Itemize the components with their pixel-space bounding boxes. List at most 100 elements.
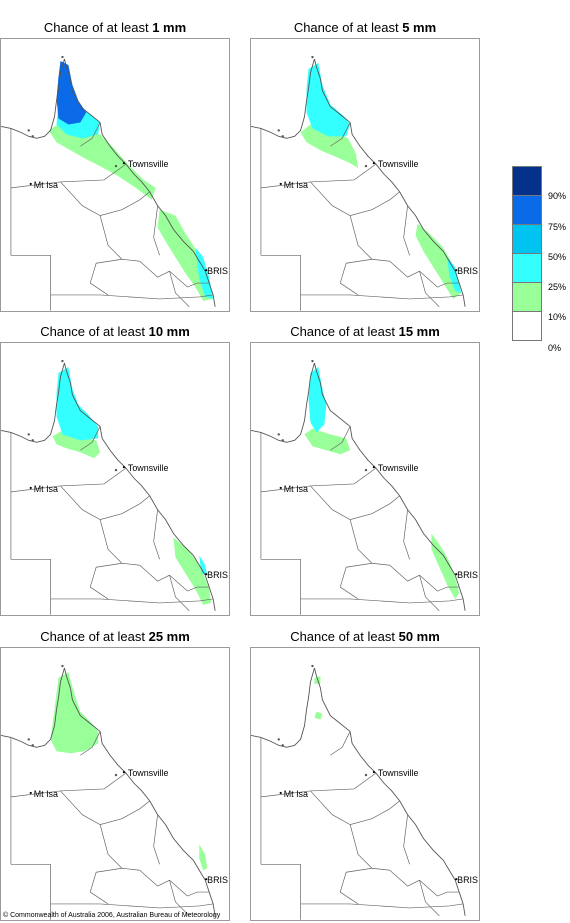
district-boundary bbox=[60, 485, 150, 521]
district-boundary bbox=[139, 869, 210, 897]
district-boundary bbox=[349, 519, 390, 566]
district-boundary bbox=[403, 509, 410, 560]
district-boundary bbox=[50, 903, 214, 909]
map-canvas: Townsville Mt Isa BRIS bbox=[1, 55, 228, 311]
rain-probability-region bbox=[447, 257, 462, 293]
district-boundary bbox=[139, 564, 210, 592]
island-marker bbox=[31, 744, 34, 747]
townsville-label: Townsville bbox=[128, 463, 169, 473]
district-boundary bbox=[99, 215, 140, 262]
district-boundary bbox=[60, 790, 150, 826]
district-boundary bbox=[80, 426, 101, 451]
townsville-label: Townsville bbox=[128, 159, 169, 169]
district-boundary bbox=[10, 467, 127, 493]
district-boundary bbox=[419, 575, 440, 612]
island-marker bbox=[31, 135, 34, 138]
island-marker bbox=[281, 439, 284, 442]
district-boundary bbox=[349, 215, 390, 262]
district-boundary bbox=[300, 598, 464, 604]
island-marker bbox=[281, 744, 284, 747]
legend-swatch-0-10 bbox=[512, 311, 542, 341]
legend-label-50: 50% bbox=[548, 252, 567, 262]
town-marker bbox=[29, 791, 32, 795]
mt-isa-label: Mt Isa bbox=[284, 789, 308, 799]
island-marker bbox=[27, 433, 30, 436]
map-15mm: Townsville Mt Isa BRIS bbox=[250, 342, 480, 616]
panel-title-25mm: Chance of at least 25 mm bbox=[40, 629, 190, 644]
town-marker bbox=[455, 573, 458, 576]
district-boundary bbox=[169, 271, 190, 308]
district-boundary bbox=[50, 294, 214, 300]
island-marker bbox=[114, 773, 118, 777]
district-boundary bbox=[80, 731, 101, 756]
brisbane-label: BRIS bbox=[207, 266, 228, 276]
coastline-east bbox=[64, 58, 216, 307]
map-50mm: Townsville Mt Isa BRIS bbox=[250, 647, 480, 921]
district-boundary bbox=[310, 790, 400, 826]
mt-isa-label: Mt Isa bbox=[34, 789, 58, 799]
district-boundary bbox=[310, 181, 400, 217]
district-boundary bbox=[419, 271, 440, 308]
coastline-east bbox=[64, 362, 216, 611]
district-boundary bbox=[99, 519, 140, 566]
map-canvas: Townsville Mt Isa BRIS bbox=[1, 664, 228, 920]
town-marker bbox=[29, 182, 32, 186]
district-boundary bbox=[153, 509, 160, 560]
panel-title-1mm: Chance of at least 1 mm bbox=[43, 20, 187, 35]
district-boundary bbox=[60, 181, 150, 217]
brisbane-label: BRIS bbox=[457, 570, 478, 580]
district-boundary bbox=[330, 122, 351, 147]
town-marker bbox=[205, 269, 208, 272]
legend-swatch-50-75 bbox=[512, 224, 542, 254]
district-boundary bbox=[50, 598, 214, 604]
town-marker bbox=[455, 878, 458, 881]
coastline-east bbox=[64, 667, 216, 916]
district-boundary bbox=[169, 880, 190, 917]
townsville-label: Townsville bbox=[378, 768, 419, 778]
district-boundary bbox=[10, 772, 127, 798]
brisbane-label: BRIS bbox=[457, 875, 478, 885]
legend-label-0: 0% bbox=[548, 343, 562, 353]
legend-label-25: 25% bbox=[548, 282, 567, 292]
legend: 90% 75% 50% 25% 10% 0% bbox=[512, 166, 566, 353]
rain-probability-region bbox=[306, 62, 351, 137]
district-boundary bbox=[260, 772, 377, 798]
district-boundary bbox=[403, 814, 410, 865]
map-1mm: Townsville Mt Isa BRIS bbox=[0, 38, 230, 312]
island-marker bbox=[61, 359, 64, 363]
map-canvas: Townsville Mt Isa BRIS bbox=[251, 55, 478, 311]
island-marker bbox=[114, 468, 118, 472]
district-boundary bbox=[10, 863, 51, 920]
rain-probability-region bbox=[56, 61, 87, 125]
rain-probability-region bbox=[195, 247, 214, 299]
district-boundary bbox=[89, 562, 122, 600]
town-marker bbox=[279, 486, 282, 490]
town-marker bbox=[279, 791, 282, 795]
district-boundary bbox=[153, 814, 160, 865]
mt-isa-label: Mt Isa bbox=[34, 180, 58, 190]
district-boundary bbox=[169, 575, 190, 612]
district-boundary bbox=[389, 260, 460, 288]
rain-probability-region bbox=[199, 844, 208, 871]
rain-probability-region bbox=[199, 555, 208, 576]
legend-swatch-10-25 bbox=[512, 282, 542, 312]
island-marker bbox=[31, 439, 34, 442]
rain-probability-region bbox=[300, 124, 359, 169]
townsville-label: Townsville bbox=[378, 463, 419, 473]
coastline-gulf bbox=[251, 667, 315, 748]
rain-probability-region bbox=[308, 366, 327, 433]
island-marker bbox=[364, 164, 368, 168]
rain-probability-region bbox=[173, 537, 212, 605]
district-boundary bbox=[139, 260, 210, 288]
town-marker bbox=[279, 182, 282, 186]
island-marker bbox=[114, 164, 118, 168]
legend-label-10: 10% bbox=[548, 312, 567, 322]
island-marker bbox=[277, 433, 280, 436]
district-boundary bbox=[330, 426, 351, 451]
island-marker bbox=[61, 664, 64, 668]
district-boundary bbox=[403, 205, 410, 256]
mt-isa-label: Mt Isa bbox=[34, 484, 58, 494]
district-boundary bbox=[300, 294, 464, 300]
island-marker bbox=[27, 738, 30, 741]
town-marker bbox=[372, 466, 376, 469]
